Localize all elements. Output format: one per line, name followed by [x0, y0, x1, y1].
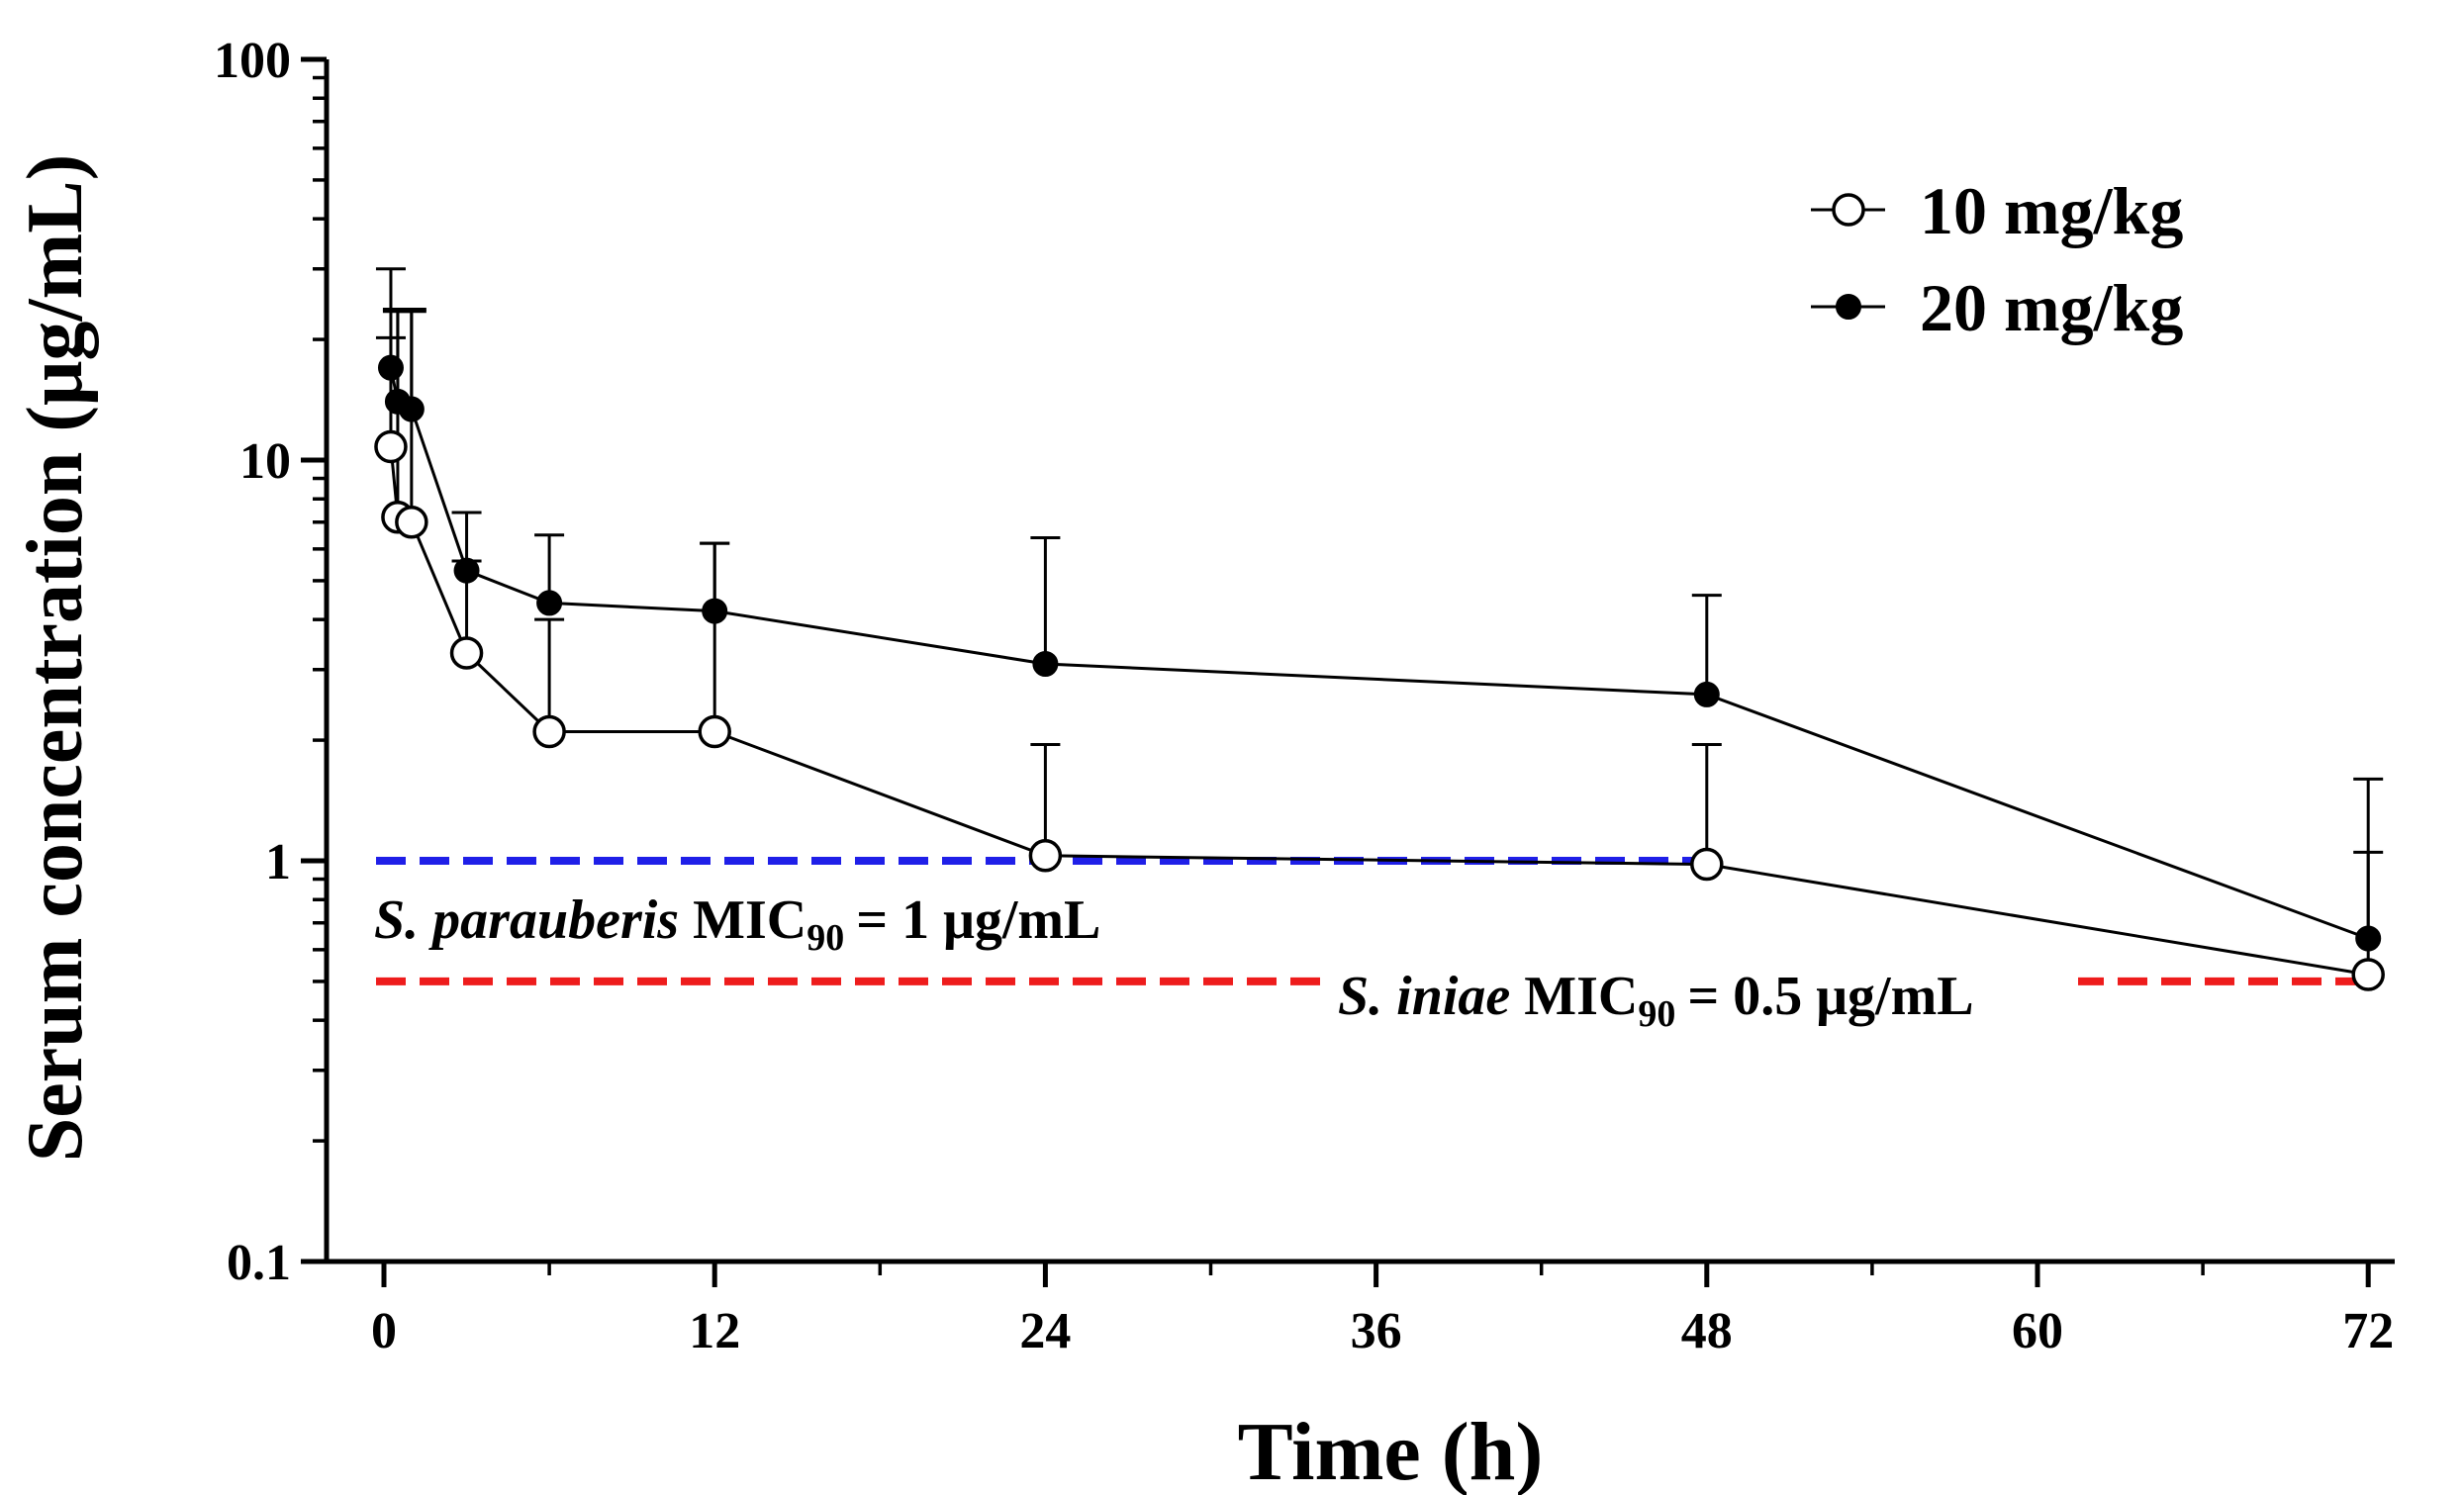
- x-tick-label: 48: [1681, 1303, 1733, 1359]
- legend-marker-20mgkg: [1836, 294, 1861, 320]
- data-point-10mgkg: [395, 505, 428, 539]
- data-point-10mgkg: [449, 636, 484, 670]
- axes-layer: 0.1 1 10 100 0 12 24 36 48 60 72: [214, 33, 2395, 1359]
- y-tick-label: 1: [265, 834, 291, 890]
- y-tick-label: 10: [239, 433, 291, 490]
- data-point-20mgkg: [702, 598, 728, 624]
- x-tick-label: 0: [371, 1303, 397, 1359]
- y-tick-label: 100: [214, 33, 291, 89]
- data-point-10mgkg: [698, 714, 731, 749]
- series-line-20mgkg: [389, 367, 2369, 940]
- data-point-10mgkg: [1690, 847, 1724, 882]
- series-layer: [374, 267, 2385, 991]
- legend: 10 mg/kg 20 mg/kg: [1811, 173, 2183, 345]
- mic-label-parauberis: S. parauberis MIC90 = 1 μg/mL: [374, 889, 1100, 959]
- x-tick-label: 12: [689, 1303, 740, 1359]
- legend-label-10mgkg: 10 mg/kg: [1920, 173, 2183, 248]
- data-point-20mgkg: [1693, 681, 1720, 707]
- mic-label-iniae: S. iniae MIC90 = 0.5 μg/mL: [1338, 966, 1974, 1035]
- series-line-10mgkg: [389, 446, 2369, 977]
- data-point-10mgkg: [374, 429, 408, 464]
- x-tick-label: 36: [1351, 1303, 1402, 1359]
- data-point-20mgkg: [453, 557, 480, 584]
- data-point-10mgkg: [2351, 958, 2385, 991]
- data-point-20mgkg: [2355, 925, 2382, 952]
- data-point-20mgkg: [1032, 650, 1059, 677]
- data-point-20mgkg: [398, 396, 425, 422]
- y-axis-title: Serum concentration (μg/mL): [12, 154, 99, 1163]
- x-tick-label: 72: [2342, 1303, 2394, 1359]
- x-axis-title: Time (h): [1238, 1406, 1544, 1495]
- mic-label-iniae-background: [1324, 958, 2078, 1037]
- x-tick-label: 24: [1019, 1303, 1071, 1359]
- legend-marker-10mgkg: [1832, 193, 1865, 227]
- data-point-10mgkg: [1028, 839, 1063, 873]
- data-point-10mgkg: [532, 714, 566, 749]
- data-point-20mgkg: [377, 354, 404, 381]
- y-tick-label: 0.1: [227, 1235, 291, 1291]
- legend-label-20mgkg: 20 mg/kg: [1920, 270, 2183, 345]
- data-point-20mgkg: [536, 590, 563, 616]
- x-tick-label: 60: [2012, 1303, 2063, 1359]
